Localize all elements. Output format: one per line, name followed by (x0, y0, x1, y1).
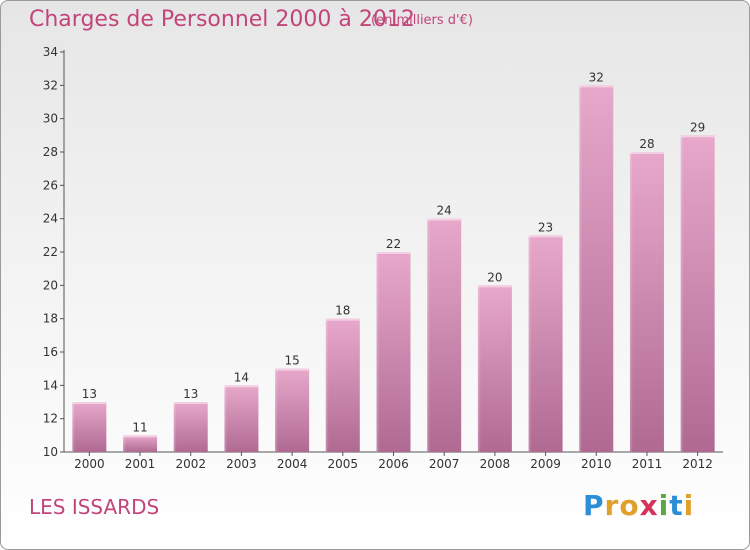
x-tick-label: 2005 (328, 457, 359, 471)
y-tick-label: 32 (43, 78, 58, 92)
logo-letter: i (683, 489, 695, 522)
data-label-2001: 11 (132, 420, 147, 434)
logo-letter: x (639, 489, 659, 522)
data-label-2008: 20 (487, 270, 502, 284)
x-tick-label: 2011 (632, 457, 663, 471)
proxiti-logo[interactable]: Proxiti (583, 489, 694, 522)
y-tick-label: 14 (43, 378, 58, 392)
data-label-2007: 24 (437, 204, 452, 218)
x-tick-label: 2010 (581, 457, 612, 471)
bar-top-highlight (376, 252, 411, 254)
bar-2012 (680, 135, 715, 453)
bar-top-highlight (528, 235, 563, 238)
y-tick-label: 10 (43, 445, 58, 459)
y-tick-label: 22 (43, 245, 58, 259)
chart-bars (72, 85, 715, 453)
bar-top-highlight (72, 402, 107, 404)
bar-2002 (173, 402, 208, 452)
y-tick-label: 34 (43, 45, 58, 59)
chart-title: Charges de Personnel 2000 à 2012 (29, 7, 415, 32)
bar-2006 (376, 252, 411, 452)
bar-edge-highlight (325, 318, 329, 452)
y-tick-label: 18 (43, 312, 58, 326)
bar-top-highlight (629, 152, 664, 154)
data-label-2006: 22 (386, 237, 401, 251)
x-tick-label: 2007 (429, 457, 460, 471)
x-tick-label: 2002 (175, 457, 206, 471)
chart-subtitle: (en milliers d'€) (371, 13, 473, 28)
bar-edge-highlight (629, 152, 633, 452)
bar-edge-highlight (376, 252, 380, 452)
bar-2009 (528, 235, 563, 452)
bar-top-highlight (680, 135, 715, 138)
logo-letter: P (583, 489, 605, 522)
bar-edge-highlight (477, 285, 481, 452)
bar-2010 (579, 85, 614, 452)
chart-axes: 10 12 14 16 18 20 22 24 26 28 30 32 34 2000 2001 2002 20… (43, 45, 723, 471)
data-label-2011: 28 (639, 137, 654, 151)
bar-edge-highlight (680, 135, 684, 453)
data-label-2004: 15 (284, 354, 299, 368)
chart-data-labels: 13 11 13 14 15 18 22 24 20 23 32 28 29 (82, 70, 706, 434)
bar-edge-highlight (427, 218, 431, 452)
bar-2008 (477, 285, 512, 452)
bar-edge-highlight (224, 385, 228, 452)
bar-2001 (123, 435, 158, 452)
bar-top-highlight (275, 368, 310, 371)
data-label-2010: 32 (589, 70, 604, 84)
bar-edge-highlight (528, 235, 532, 452)
x-tick-label: 2000 (74, 457, 105, 471)
bar-edge-highlight (275, 368, 279, 452)
bar-2011 (629, 152, 664, 452)
y-tick-label: 24 (43, 212, 58, 226)
x-tick-label: 2004 (277, 457, 308, 471)
logo-letter: o (619, 489, 640, 522)
data-label-2009: 23 (538, 220, 553, 234)
bar-2000 (72, 402, 107, 452)
x-tick-label: 2003 (226, 457, 257, 471)
x-tick-label: 2006 (378, 457, 409, 471)
data-label-2003: 14 (234, 370, 249, 384)
logo-letter: r (604, 489, 620, 522)
data-label-2012: 29 (690, 120, 705, 134)
bar-top-highlight (427, 218, 462, 221)
data-label-2000: 13 (82, 387, 97, 401)
bar-top-highlight (123, 435, 158, 438)
y-tick-label: 12 (43, 412, 58, 426)
bar-top-highlight (173, 402, 208, 404)
bar-top-highlight (477, 285, 512, 288)
data-label-2005: 18 (335, 304, 350, 318)
bar-2003 (224, 385, 259, 452)
bar-2005 (325, 318, 360, 452)
x-tick-label: 2001 (125, 457, 156, 471)
y-tick-label: 16 (43, 345, 58, 359)
bar-2004 (275, 368, 310, 452)
y-tick-label: 30 (43, 112, 58, 126)
bar-edge-highlight (173, 402, 177, 452)
y-tick-label: 28 (43, 145, 58, 159)
y-tick-label: 26 (43, 178, 58, 192)
bar-edge-highlight (72, 402, 76, 452)
data-label-2002: 13 (183, 387, 198, 401)
bar-top-highlight (224, 385, 259, 388)
logo-letter: i (658, 489, 670, 522)
commune-name: LES ISSARDS (29, 495, 160, 519)
logo-letter: t (669, 489, 684, 522)
x-tick-label: 2008 (480, 457, 511, 471)
bar-edge-highlight (579, 85, 583, 452)
x-tick-label: 2009 (530, 457, 561, 471)
bar-top-highlight (579, 85, 614, 88)
bar-2007 (427, 218, 462, 452)
y-tick-label: 20 (43, 278, 58, 292)
bar-edge-highlight (123, 435, 127, 452)
x-tick-label: 2012 (682, 457, 713, 471)
bar-top-highlight (325, 318, 360, 321)
